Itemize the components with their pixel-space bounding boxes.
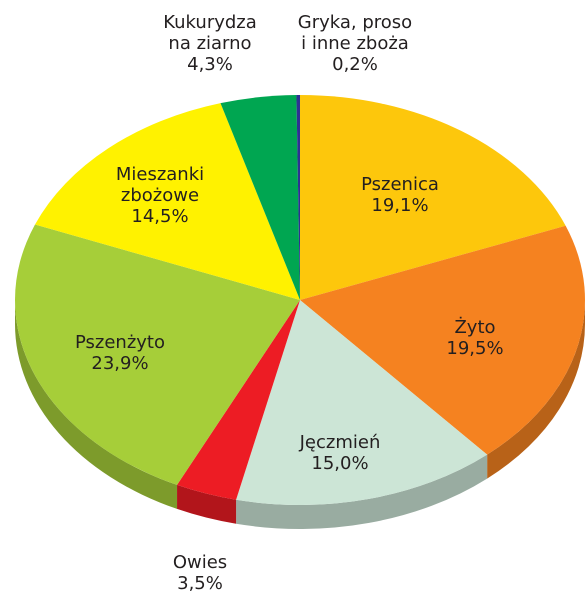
pie-slice bbox=[296, 95, 300, 300]
pie-side bbox=[487, 300, 585, 479]
pie-tops bbox=[14, 95, 585, 505]
slice-label: Żyto bbox=[454, 317, 495, 338]
pie-side bbox=[236, 454, 488, 529]
pie-slice bbox=[300, 95, 566, 300]
slice-label: Jęczmień bbox=[299, 432, 381, 453]
slice-value-label: 19,5% bbox=[446, 338, 503, 359]
pie-slice bbox=[14, 224, 301, 485]
slice-value-label: 19,1% bbox=[371, 195, 428, 216]
slice-label: Owies bbox=[173, 552, 227, 573]
pie-slice bbox=[177, 300, 300, 500]
slice-value-label: 0,2% bbox=[332, 54, 378, 75]
pie-side bbox=[177, 484, 237, 524]
pie-slice bbox=[236, 300, 488, 505]
pie-slice bbox=[300, 225, 585, 455]
slice-value-label: 3,5% bbox=[177, 573, 223, 594]
slice-label: Pszenżyto bbox=[75, 332, 165, 353]
slice-value-label: 15,0% bbox=[311, 453, 368, 474]
slice-value-label: 14,5% bbox=[131, 206, 188, 227]
pie-side bbox=[15, 300, 178, 509]
slice-label: Gryka, proso i inne zboża bbox=[298, 12, 412, 54]
pie-sides bbox=[15, 300, 585, 529]
slice-label: Kukurydza na ziarno bbox=[163, 12, 257, 54]
slice-label: Mieszanki zbożowe bbox=[116, 164, 204, 206]
slice-value-label: 23,9% bbox=[91, 353, 148, 374]
slice-value-label: 4,3% bbox=[187, 54, 233, 75]
pie-slice bbox=[220, 95, 300, 300]
pie-slice bbox=[35, 103, 300, 300]
slice-label: Pszenica bbox=[361, 174, 439, 195]
